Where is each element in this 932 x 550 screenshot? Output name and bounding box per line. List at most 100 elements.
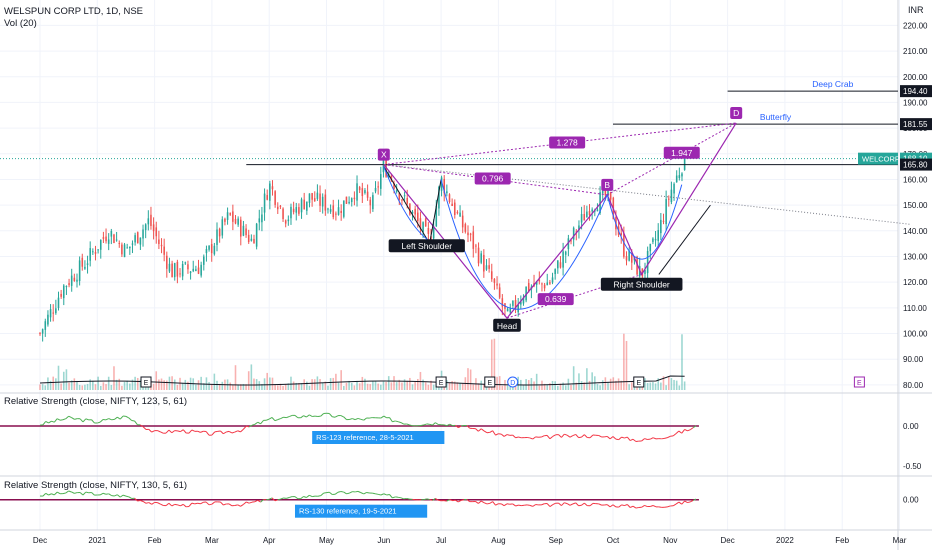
rs-segment — [119, 415, 124, 420]
rs-segment — [317, 495, 321, 497]
rs-segment — [635, 507, 639, 509]
candle-body — [424, 218, 427, 227]
candle-body — [343, 200, 345, 217]
candle-body — [115, 239, 118, 241]
rs-segment — [165, 429, 170, 434]
volume-bar — [232, 385, 234, 390]
candle-body — [70, 275, 73, 286]
volume-bar — [557, 385, 559, 390]
candle-body — [263, 193, 266, 213]
candle-body — [675, 175, 678, 183]
candle-body — [160, 244, 163, 247]
ratio-label: 0.639 — [545, 294, 567, 304]
volume-bar — [144, 385, 147, 390]
volume-bar — [485, 385, 488, 390]
rs-segment — [125, 415, 130, 419]
rs-segment — [475, 501, 479, 504]
rs-segment — [461, 499, 465, 501]
candle-body — [110, 231, 113, 237]
candle-body — [41, 329, 44, 334]
volume-bar — [591, 372, 593, 390]
candle-body — [253, 238, 255, 244]
rs-segment — [165, 502, 170, 507]
volume-bar — [670, 378, 673, 390]
rs-segment — [177, 430, 181, 433]
volume-bar — [47, 377, 49, 390]
candle-body — [636, 256, 638, 275]
candle-body — [313, 198, 316, 202]
volume-bar — [390, 382, 393, 390]
rs-segment — [423, 423, 427, 426]
rs-segment — [82, 418, 87, 423]
candle-body — [73, 277, 76, 282]
y-tick-label: 100.00 — [903, 330, 928, 339]
volume-bar — [646, 382, 649, 390]
y-tick-label: 110.00 — [903, 304, 927, 313]
volume-bar — [197, 380, 200, 390]
rs-segment — [228, 503, 233, 507]
rs-segment — [518, 504, 522, 507]
candle-body — [86, 263, 89, 265]
volume-bar — [340, 370, 342, 390]
candle-body — [380, 174, 382, 189]
volume-bar — [126, 380, 128, 390]
rs-segment — [667, 505, 671, 508]
volume-bar — [678, 385, 681, 390]
rs-segment — [377, 493, 382, 496]
candle-body — [541, 283, 543, 285]
candle-body — [179, 273, 181, 275]
candle-body — [435, 205, 438, 227]
rs-segment — [237, 430, 241, 433]
rs-segment — [320, 492, 324, 497]
volume-bar — [221, 381, 224, 390]
candle-body — [646, 250, 649, 274]
rs-segment — [134, 420, 138, 426]
rs-segment — [254, 421, 259, 425]
rs-segment — [406, 497, 410, 500]
rs-segment — [478, 500, 482, 504]
rs-segment — [546, 503, 551, 507]
candle-body — [44, 321, 47, 330]
rs-segment — [492, 501, 496, 506]
candle-body — [678, 175, 681, 179]
candle-body — [411, 211, 414, 214]
volume-bar — [665, 385, 667, 390]
volume-bar — [229, 382, 232, 390]
volume-bar — [601, 380, 604, 390]
candle-body — [47, 314, 49, 325]
volume-bar — [329, 378, 332, 390]
rs-segment — [423, 498, 427, 501]
volume-bar — [350, 382, 353, 390]
candle-body — [364, 190, 366, 194]
rs-segment — [119, 494, 124, 498]
candle-body — [76, 279, 78, 282]
rs-segment — [478, 428, 482, 432]
rs-segment — [289, 414, 293, 418]
candle-body — [229, 213, 232, 215]
volume-bar — [630, 382, 633, 390]
rs-segment — [334, 491, 339, 495]
harmonic-bd-ratio — [607, 122, 737, 196]
candle-body — [150, 214, 152, 226]
candle-body — [570, 240, 572, 242]
volume-bar — [41, 384, 44, 390]
rs-segment — [211, 501, 216, 505]
candle-body — [562, 251, 564, 268]
volume-bar — [419, 371, 422, 390]
rs-segment — [102, 492, 107, 495]
candle-body — [39, 333, 41, 335]
rs-segment — [449, 423, 453, 427]
candle-body — [266, 195, 268, 200]
rs-segment — [303, 496, 307, 498]
volume-bar — [501, 385, 504, 390]
y-tick-label: 200.00 — [903, 73, 928, 82]
rs-segment — [286, 416, 290, 419]
candle-body — [525, 286, 527, 301]
y-tick-label: 190.00 — [903, 98, 928, 107]
rs-segment — [271, 497, 276, 502]
rs-segment — [231, 431, 235, 434]
rs-segment — [79, 418, 84, 423]
rs-segment — [483, 430, 488, 434]
candle-body — [131, 243, 134, 245]
